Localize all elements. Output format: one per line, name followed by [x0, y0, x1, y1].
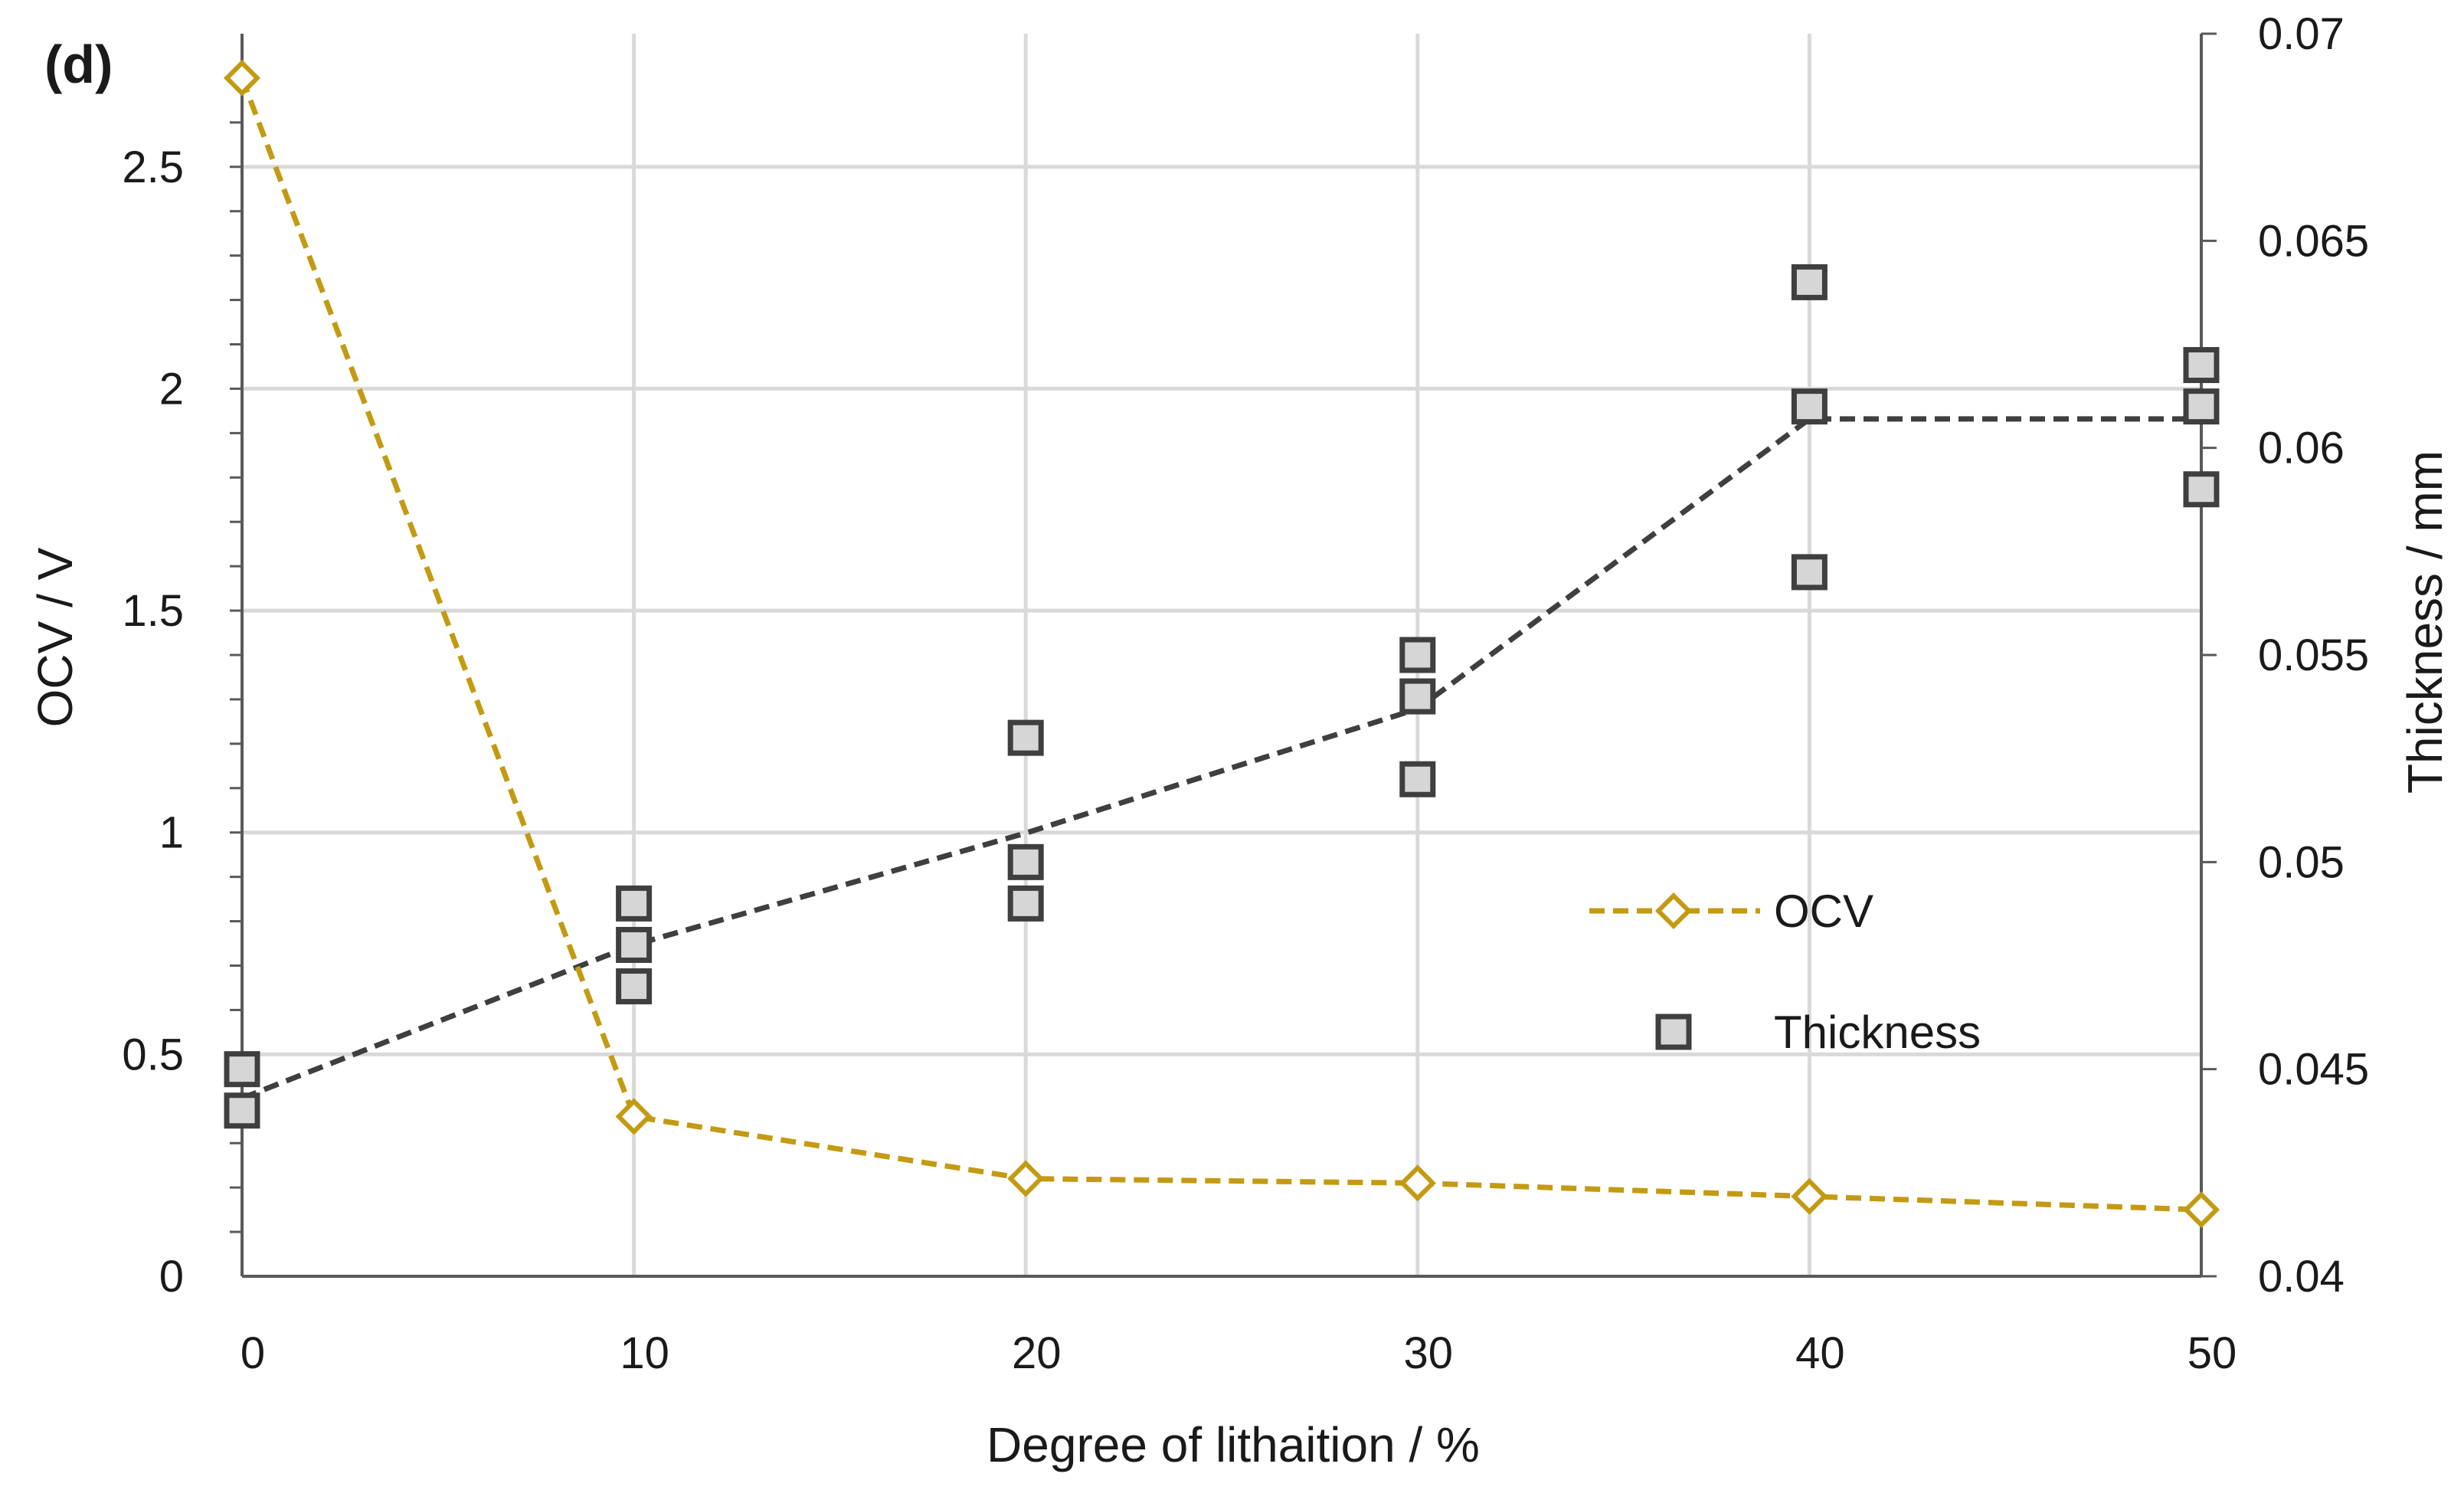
- thickness-point: [2183, 347, 2220, 384]
- y-right-tick-label: 0.045: [2258, 1045, 2369, 1095]
- thickness-point: [2183, 471, 2220, 508]
- x-tick-label: 30: [1404, 1328, 1454, 1378]
- ocv-point: [1007, 1160, 1045, 1197]
- thickness-point: [224, 1051, 260, 1088]
- legend-ocv-label: OCV: [1774, 886, 1873, 937]
- y-left-tick-label: 1.5: [122, 586, 184, 636]
- y-right-tick-label: 0.05: [2258, 837, 2345, 887]
- x-tick-label: 50: [2187, 1328, 2237, 1378]
- ocv-point: [1399, 1164, 1436, 1202]
- ocv-line: [239, 77, 2202, 1213]
- thickness-point: [1007, 843, 1044, 880]
- x-tick-label: 20: [1012, 1328, 1062, 1378]
- y-right-tick-label: 0.04: [2258, 1252, 2345, 1302]
- legend-thickness-marker: [1655, 1014, 1692, 1050]
- axes: [230, 32, 2217, 1278]
- legend-ocv-marker: [1654, 892, 1693, 930]
- thickness-point: [1007, 719, 1044, 756]
- y-right-tick-label: 0.065: [2258, 216, 2369, 266]
- thickness-point: [616, 885, 653, 922]
- legend: OCV Thickness: [1589, 886, 1981, 1058]
- thickness-point: [1007, 885, 1044, 922]
- thickness-point: [1791, 264, 1828, 300]
- thickness-point: [1399, 678, 1436, 715]
- tick-labels: 0 10 20 30 40 50 0 0.5 1 1.5 2 2.5 0.04 0.045 0.05 0.05…: [122, 9, 2369, 1378]
- ocv-point: [1791, 1177, 1828, 1215]
- legend-thickness-label: Thickness: [1774, 1007, 1981, 1058]
- ocv-point: [2182, 1191, 2220, 1229]
- y-left-tick-label: 1: [159, 808, 184, 858]
- y-left-tick-label: 2: [159, 364, 184, 414]
- grid: [242, 34, 2201, 1276]
- x-tick-label: 10: [620, 1328, 669, 1378]
- x-tick-label: 0: [241, 1328, 265, 1378]
- series: [223, 59, 2220, 1229]
- thickness-point: [1399, 637, 1436, 673]
- x-tick-label: 40: [1795, 1328, 1845, 1378]
- y-left-tick-label: 0: [159, 1252, 184, 1302]
- thickness-trend-line: [241, 416, 2201, 1101]
- thickness-point: [224, 1092, 260, 1129]
- y-axis-right-title: Thickness / mm: [2397, 450, 2453, 794]
- thickness-point: [616, 968, 653, 1005]
- y-right-tick-label: 0.06: [2258, 424, 2345, 473]
- y-right-tick-label: 0.055: [2258, 630, 2369, 680]
- y-left-tick-label: 0.5: [122, 1030, 184, 1079]
- thickness-point: [1399, 761, 1436, 797]
- panel-label: (d): [44, 34, 113, 94]
- thickness-point: [2183, 388, 2220, 425]
- ocv-point: [223, 59, 261, 97]
- thickness-point: [1791, 388, 1828, 425]
- y-left-tick-label: 2.5: [122, 142, 184, 192]
- x-axis-title: Degree of lithaition / %: [987, 1417, 1480, 1472]
- thickness-point: [616, 926, 653, 963]
- ocv-point: [615, 1098, 653, 1135]
- y-right-tick-label: 0.07: [2258, 9, 2345, 59]
- y-axis-left-title: OCV / V: [28, 547, 83, 727]
- thickness-point: [1791, 554, 1828, 591]
